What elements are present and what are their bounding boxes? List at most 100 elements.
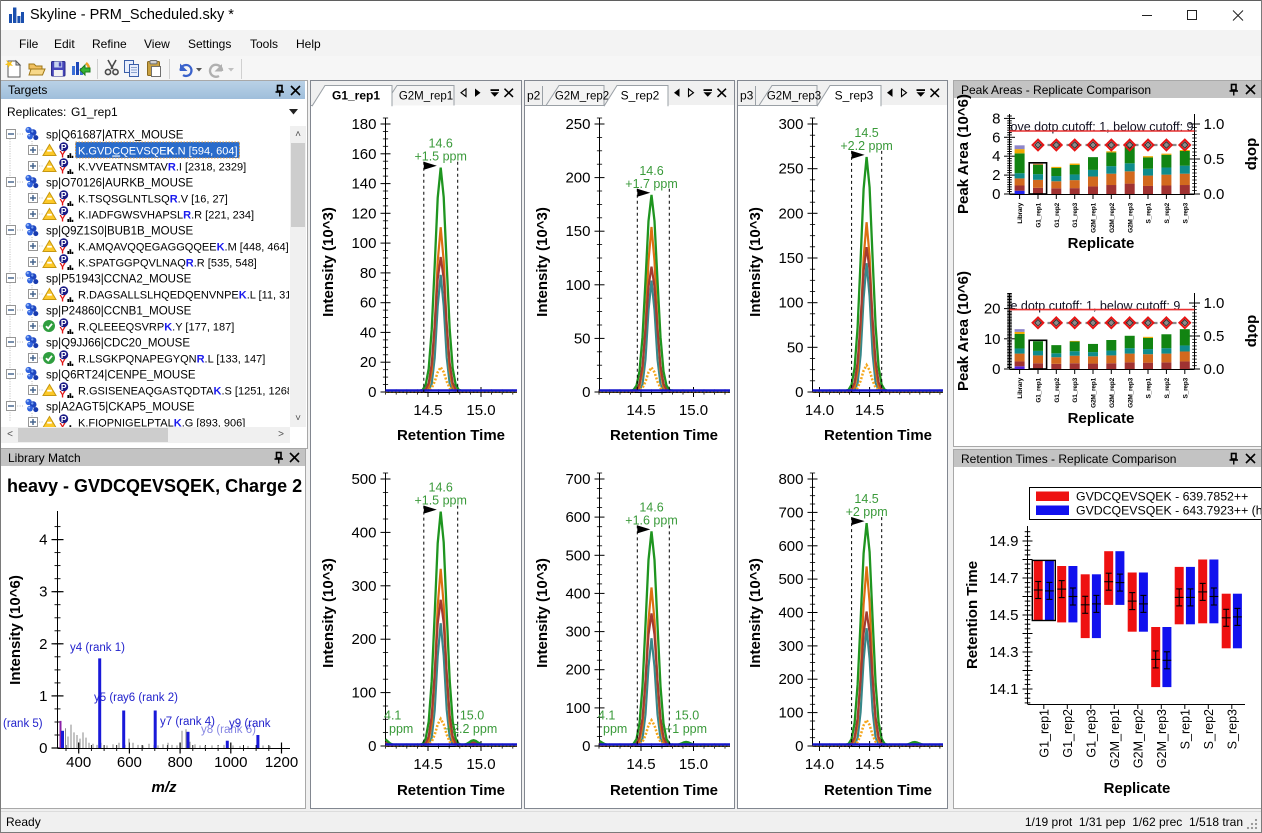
svg-text:1.0: 1.0 (1204, 295, 1225, 312)
svg-text:0: 0 (795, 738, 803, 755)
svg-text:Y: Y (59, 262, 66, 273)
svg-text:P: P (61, 318, 67, 328)
svg-text:0: 0 (368, 738, 376, 755)
svg-text:(rank 5): (rank 5) (3, 718, 43, 730)
svg-text:+1.7 ppm: +1.7 ppm (625, 177, 677, 191)
svg-text:G1_rep3: G1_rep3 (1084, 709, 1098, 758)
svg-text:Y: Y (59, 150, 66, 161)
svg-text:0: 0 (582, 384, 590, 401)
svg-text:4: 4 (992, 148, 1000, 165)
svg-text:50: 50 (787, 339, 804, 356)
svg-text:100: 100 (351, 235, 376, 252)
svg-text:600: 600 (778, 538, 803, 555)
svg-text:P: P (61, 158, 67, 168)
svg-text:Peak Areas - Replicate Compari: Peak Areas - Replicate Comparison (961, 83, 1151, 97)
svg-text:400: 400 (565, 585, 590, 602)
svg-text:K.VVEATNSMTAVR.I [2318, 2329]: K.VVEATNSMTAVR.I [2318, 2329] (78, 162, 246, 174)
svg-text:200: 200 (565, 170, 590, 187)
svg-text:8: 8 (992, 110, 1000, 127)
svg-text:100: 100 (351, 685, 376, 702)
svg-text:50: 50 (574, 330, 591, 347)
svg-text:K.GVDCQEVSQEK.N [594, 604]: K.GVDCQEVSQEK.N [594, 604] (78, 146, 238, 158)
svg-text:R.GSISENEAQGASTQDTAK.S [1251,: R.GSISENEAQGASTQDTAK.S [1251, 1268] (78, 386, 289, 398)
svg-text:4.1: 4.1 (384, 709, 401, 723)
svg-text:2: 2 (39, 636, 47, 653)
svg-text:heavy - GVDCQEVSQEK, Charge 2: heavy - GVDCQEVSQEK, Charge 2 (7, 476, 302, 496)
svg-text:G2M_rep2: G2M_rep2 (1131, 709, 1145, 768)
svg-text:1: 1 (39, 688, 47, 705)
svg-text:0: 0 (368, 384, 376, 401)
svg-text:14.5: 14.5 (855, 756, 884, 773)
svg-text:400: 400 (778, 605, 803, 622)
svg-text:2: 2 (992, 167, 1000, 184)
svg-text:dotp: dotp (1244, 138, 1261, 170)
svg-text:K.IADFGWSVHAPSLR.R [221, 234]: K.IADFGWSVHAPSLR.R [221, 234] (78, 210, 254, 222)
svg-text:G1_rep1: G1_rep1 (1036, 377, 1043, 402)
svg-text:S_rep2: S_rep2 (1164, 202, 1171, 223)
svg-text:Intensity (10^3): Intensity (10^3) (534, 207, 551, 317)
svg-text:sp|A2AGT5|CKAP5_MOUSE: sp|A2AGT5|CKAP5_MOUSE (46, 402, 195, 414)
svg-text:Retention Time: Retention Time (397, 427, 505, 444)
svg-text:G2M_rep1: G2M_rep1 (1091, 202, 1098, 232)
svg-text:Y: Y (59, 246, 66, 257)
svg-text:Y: Y (59, 390, 66, 401)
svg-text:ove dotp cutoff: 1, below cuto: ove dotp cutoff: 1, below cutoff: 9 (1011, 120, 1194, 134)
svg-text:0: 0 (582, 738, 590, 755)
svg-text:Retention Time: Retention Time (824, 782, 932, 799)
svg-text:200: 200 (778, 205, 803, 222)
svg-text:y4 (rank 1): y4 (rank 1) (70, 642, 125, 654)
svg-text:y9 (rank: y9 (rank (229, 718, 271, 730)
svg-text:15.0: 15.0 (466, 756, 495, 773)
svg-text:300: 300 (565, 624, 590, 641)
svg-text:500: 500 (351, 471, 376, 488)
svg-text:Y: Y (59, 198, 66, 209)
svg-text:K.FIQPNIGELPTALK.G [893, 906]: K.FIQPNIGELPTALK.G [893, 906] (78, 418, 245, 428)
svg-text:+2.2 ppm: +2.2 ppm (840, 139, 892, 153)
svg-text:G2M_rep3: G2M_rep3 (1127, 377, 1134, 407)
svg-text:sp|O70126|AURKB_MOUSE: sp|O70126|AURKB_MOUSE (46, 178, 194, 190)
svg-text:G2M_rep3: G2M_rep3 (1155, 709, 1169, 768)
svg-text:800: 800 (778, 471, 803, 488)
svg-text:14.6: 14.6 (429, 481, 453, 495)
svg-text:0: 0 (795, 384, 803, 401)
svg-text:Retention Time: Retention Time (824, 427, 932, 444)
svg-text:sp|P24860|CCNB1_MOUSE: sp|P24860|CCNB1_MOUSE (46, 306, 192, 318)
svg-text:P: P (61, 414, 67, 424)
svg-text:G2M_rep1: G2M_rep1 (1091, 377, 1098, 407)
svg-text:3: 3 (39, 584, 47, 601)
svg-text:R.DAGSALLSLHQEDQENVNPEK.L [11,: R.DAGSALLSLHQEDQENVNPEK.L [11, 31] (78, 290, 289, 302)
svg-text:+2.2 ppm: +2.2 ppm (445, 722, 497, 736)
svg-text:14.5: 14.5 (854, 126, 878, 140)
svg-text:Intensity (10^3): Intensity (10^3) (320, 558, 337, 668)
svg-text:P: P (61, 238, 67, 248)
svg-text:400: 400 (66, 754, 91, 771)
svg-text:ppm: ppm (389, 722, 413, 736)
svg-text:e dotp cutoff: 1, below cutoff: e dotp cutoff: 1, below cutoff: 9 (1011, 299, 1181, 313)
svg-text:Retention Time: Retention Time (610, 782, 718, 799)
svg-text:p3: p3 (740, 89, 754, 103)
svg-text:14.6: 14.6 (429, 137, 453, 151)
svg-text:14.5: 14.5 (413, 756, 442, 773)
svg-text:K.AMQAVQQEGAGGQQEEK.M [448, 46: K.AMQAVQQEGAGGQQEEK.M [448, 464] (78, 242, 289, 254)
svg-text:y7 (rank 4): y7 (rank 4) (160, 716, 215, 728)
svg-text:140: 140 (351, 176, 376, 193)
svg-text:20: 20 (984, 301, 1001, 318)
svg-text:14.0: 14.0 (805, 756, 834, 773)
svg-text:P: P (61, 286, 67, 296)
svg-text:300: 300 (778, 116, 803, 133)
svg-text:R.LSGKPQNAPEGYQNR.L [133, 147]: R.LSGKPQNAPEGYQNR.L [133, 147] (78, 354, 265, 366)
svg-text:G1_rep2: G1_rep2 (1054, 377, 1061, 402)
svg-text:GVDCQEVSQEK - 643.7923++ (he: GVDCQEVSQEK - 643.7923++ (he (1076, 504, 1262, 518)
svg-text:Peak Area (10^6): Peak Area (10^6) (955, 271, 972, 391)
svg-text:100: 100 (565, 700, 590, 717)
svg-text:600: 600 (117, 754, 142, 771)
svg-text:P: P (61, 382, 67, 392)
svg-text:Y: Y (59, 294, 66, 305)
svg-text:160: 160 (351, 146, 376, 163)
svg-text:y8 (rank 6): y8 (rank 6) (201, 724, 256, 736)
svg-text:15.0: 15.0 (466, 402, 495, 419)
svg-text:G2M_rep2: G2M_rep2 (1109, 377, 1116, 407)
svg-text:Replicate: Replicate (1104, 780, 1171, 797)
svg-text:Intensity (10^6): Intensity (10^6) (7, 575, 24, 685)
svg-text:14.5: 14.5 (855, 402, 884, 419)
